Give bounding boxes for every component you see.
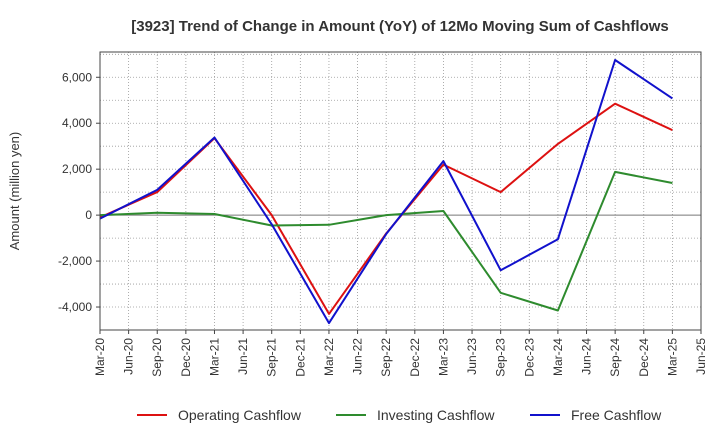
- chart-title: [3923] Trend of Change in Amount (YoY) o…: [131, 18, 669, 35]
- x-tick-label: Jun-21: [236, 338, 250, 375]
- grid-lines: [99, 52, 702, 331]
- y-tick-label: 2,000: [62, 162, 92, 176]
- x-tick-label: Sep-23: [494, 338, 508, 377]
- y-tick-label: 0: [85, 208, 92, 222]
- x-tick-label: Dec-24: [637, 338, 651, 377]
- x-tick-label: Mar-21: [207, 338, 221, 376]
- legend-label-operating-cashflow: Operating Cashflow: [178, 407, 302, 423]
- x-tick-label: Jun-23: [465, 338, 479, 375]
- x-axis-ticks: Mar-20 Jun-20 Sep-20 Dec-20 Mar-21 Jun-21 Sep-…: [93, 330, 708, 377]
- legend-label-investing-cashflow: Investing Cashflow: [377, 407, 495, 423]
- x-tick-label: Jun-22: [351, 338, 365, 375]
- y-axis-ticks: -4,000 -2,000 0 2,000 4,000 6,000: [58, 70, 100, 314]
- x-tick-label: Dec-20: [179, 338, 193, 377]
- x-tick-label: Dec-23: [522, 338, 536, 377]
- plot-border: [99, 51, 702, 331]
- y-tick-label: 4,000: [62, 116, 92, 130]
- y-tick-label: -2,000: [58, 254, 92, 268]
- x-tick-label: Sep-22: [379, 338, 393, 377]
- x-tick-label: Mar-25: [665, 338, 679, 376]
- x-tick-label: Mar-22: [322, 338, 336, 376]
- series-line-free-cashflow: [99, 59, 673, 325]
- x-tick-label: Sep-24: [608, 338, 622, 377]
- legend-label-free-cashflow: Free Cashflow: [571, 407, 662, 423]
- x-tick-label: Mar-24: [551, 338, 565, 376]
- x-tick-label: Sep-20: [150, 338, 164, 377]
- plot-area: [100, 52, 701, 330]
- series-lines: [99, 59, 673, 325]
- x-tick-label: Dec-21: [293, 338, 307, 377]
- y-tick-label: -4,000: [58, 300, 92, 314]
- x-tick-label: Mar-23: [436, 338, 450, 376]
- x-tick-label: Dec-22: [408, 338, 422, 377]
- x-tick-label: Mar-20: [93, 338, 107, 376]
- x-tick-label: Sep-21: [265, 338, 279, 377]
- x-tick-label: Jun-24: [580, 338, 594, 375]
- legend: Operating Cashflow Investing Cashflow Free…: [137, 407, 662, 423]
- series-line-investing-cashflow: [99, 170, 673, 312]
- y-axis-label: Amount (million yen): [7, 132, 22, 251]
- y-tick-label: 6,000: [62, 70, 92, 84]
- x-tick-label: Jun-25: [694, 338, 708, 375]
- x-tick-label: Jun-20: [122, 338, 136, 375]
